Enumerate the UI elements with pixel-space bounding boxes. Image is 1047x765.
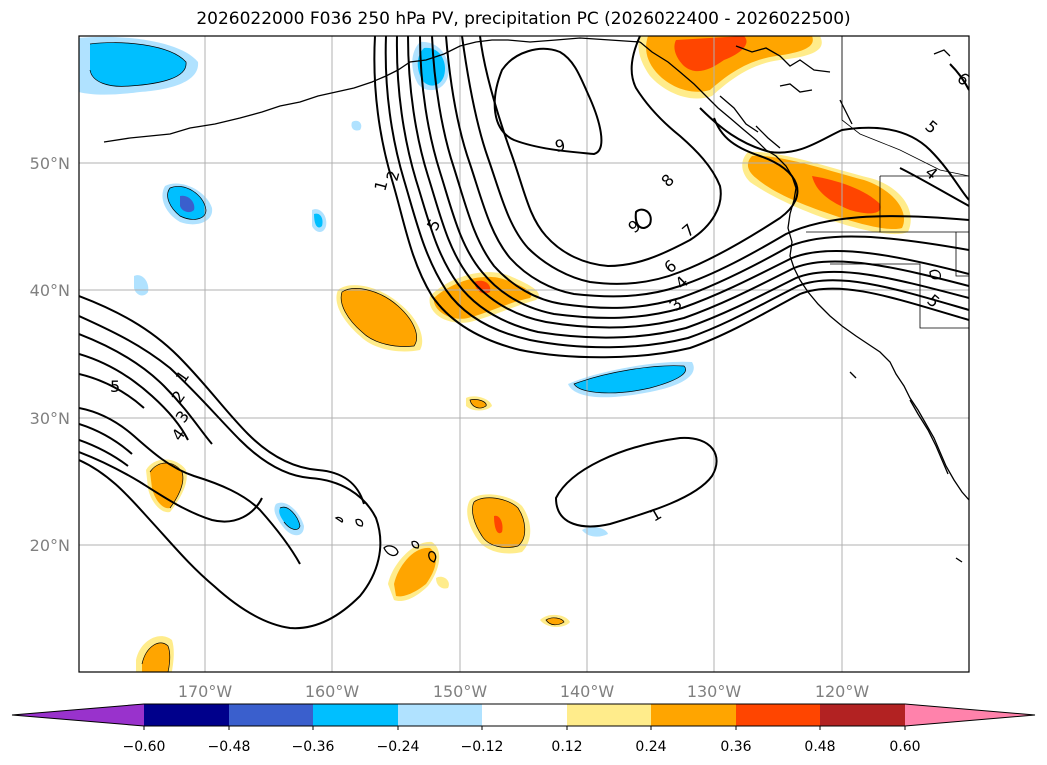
contour-label: 2 (383, 168, 404, 183)
colorbar-tick-label: 0.12 (551, 739, 582, 755)
colorbar-tick-label: 0.24 (635, 739, 666, 755)
contour-label: 1 (371, 178, 392, 193)
lat-label-30n: 30°N (30, 409, 70, 428)
pv-contours (373, 36, 969, 359)
graticule (79, 36, 969, 672)
colorbar-tick-label: 0.60 (889, 739, 920, 755)
latitude-labels: 50°N 40°N 30°N 20°N (30, 154, 70, 555)
lon-label-120w: 120°W (815, 682, 870, 701)
contour-label: 5 (110, 377, 120, 396)
lon-label-160w: 160°W (305, 682, 360, 701)
colorbar-tick-label: −0.60 (123, 739, 166, 755)
longitude-labels: 170°W 160°W 150°W 140°W 130°W 120°W (178, 682, 870, 701)
contour-label: 9 (553, 135, 566, 155)
colorbar-tick-label: 0.48 (804, 739, 835, 755)
colorbar-tick-label: −0.36 (292, 739, 335, 755)
colorbar-tick-label: −0.24 (377, 739, 420, 755)
colorbar-extend-high (905, 704, 1035, 726)
colorbar-extend-low (12, 704, 144, 726)
lon-label-150w: 150°W (433, 682, 488, 701)
map-title: 2026022000 F036 250 hPa PV, precipitatio… (196, 9, 851, 29)
map-frame (78, 35, 970, 673)
lon-label-130w: 130°W (687, 682, 742, 701)
colorbar-tick-label: −0.48 (208, 739, 251, 755)
lat-label-50n: 50°N (30, 154, 70, 173)
lat-label-40n: 40°N (30, 281, 70, 300)
colorbar: −0.60 −0.48 −0.36 −0.24 −0.12 0.12 0.24 … (11, 703, 1036, 755)
map-area (79, 36, 969, 672)
pv-contours-southwest (79, 295, 718, 630)
lon-label-140w: 140°W (560, 682, 615, 701)
precip-anomaly-shading (79, 36, 911, 672)
colorbar-tick-label: −0.12 (461, 739, 504, 755)
lon-label-170w: 170°W (178, 682, 233, 701)
colorbar-tick-label: 0.36 (720, 739, 751, 755)
lat-label-20n: 20°N (30, 536, 70, 555)
